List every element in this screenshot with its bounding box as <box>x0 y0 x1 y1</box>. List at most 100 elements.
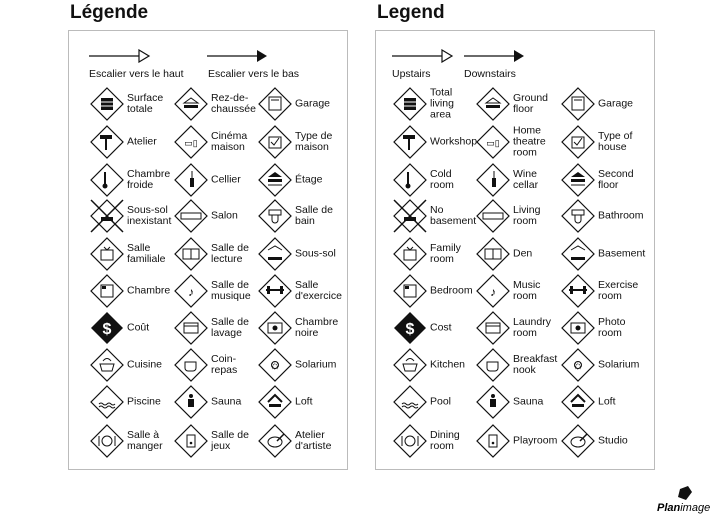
sink-icon <box>258 199 292 233</box>
legend-item-bed: Bedroom <box>392 273 482 309</box>
legend-item-label: Salle de lavage <box>211 316 249 339</box>
legend-item-dumbbell: Salle d'exercice <box>257 273 347 309</box>
legend-item-label: Coût <box>127 321 150 334</box>
legend-item-total-area: Total living area <box>392 86 482 122</box>
legend-item-laundry: Salle de lavage <box>173 310 263 346</box>
home-theatre-icon: ▭▯ <box>174 125 208 159</box>
legend-item-label: Cost <box>430 321 452 334</box>
legend-item-coffee-cup: Coin- repas <box>173 347 263 383</box>
house-type-icon <box>561 125 595 159</box>
legend-item-label: Salle de musique <box>211 279 251 302</box>
plate-icon <box>393 424 427 458</box>
legend-item-label: Workshop <box>430 135 478 148</box>
legend-item-label: Salle à manger <box>127 429 163 452</box>
sun-icon: ☼ <box>561 348 595 382</box>
hammer-icon <box>393 125 427 159</box>
legend-item-label: Chambre <box>127 284 171 297</box>
tv-icon <box>90 237 124 271</box>
legend-item-label: Cuisine <box>127 358 163 371</box>
loft-icon <box>258 385 292 419</box>
legend-item-loft: Loft <box>560 384 650 420</box>
stairs-down-label: Downstairs <box>464 68 516 80</box>
svg-text:☼: ☼ <box>270 358 281 372</box>
thermometer-icon <box>393 163 427 197</box>
legend-item-dumbbell: Exercise room <box>560 273 650 309</box>
sofa-icon <box>476 199 510 233</box>
legend-item-label: Home theatre room <box>513 124 546 159</box>
garage-icon <box>561 87 595 121</box>
legend-item-label: Sauna <box>513 395 544 408</box>
hammer-icon <box>90 125 124 159</box>
home-theatre-icon: ▭▯ <box>476 125 510 159</box>
panel-fr: Escalier vers le haut Escalier vers le b… <box>68 30 348 470</box>
legend-item-label: Chambre froide <box>127 168 171 191</box>
legend-item-house-type: Type of house <box>560 124 650 160</box>
svg-text:♪: ♪ <box>188 285 194 299</box>
basement-icon <box>561 237 595 271</box>
wine-bottle-icon <box>476 163 510 197</box>
legend-item-label: Studio <box>598 434 628 447</box>
basement-icon <box>258 237 292 271</box>
legend-item-label: Solarium <box>598 358 640 371</box>
pool-icon <box>393 385 427 419</box>
svg-text:Planimage: Planimage <box>657 502 710 514</box>
total-area-icon <box>393 87 427 121</box>
legend-item-palette: Studio <box>560 423 650 459</box>
legend-item-coffee-cup: Breakfast nook <box>475 347 565 383</box>
legend-item-label: Wine cellar <box>513 168 539 191</box>
tv-icon <box>393 237 427 271</box>
pool-icon <box>90 385 124 419</box>
dollar-icon: $ <box>394 312 426 344</box>
legend-item-label: Solarium <box>295 358 337 371</box>
legend-item-basement: Sous-sol <box>257 236 347 272</box>
laundry-icon <box>174 311 208 345</box>
legend-item-home-theatre: ▭▯ Cinéma maison <box>173 124 263 160</box>
legend-item-loft: Loft <box>257 384 347 420</box>
legend-item-label: Étage <box>295 173 323 186</box>
legend-item-pool: Piscine <box>89 384 179 420</box>
legend-item-hammer: Atelier <box>89 124 179 160</box>
total-area-icon <box>90 87 124 121</box>
legend-item-label: Playroom <box>513 434 558 447</box>
legend-item-sun: ☼ Solarium <box>257 347 347 383</box>
legend-item-game: Playroom <box>475 423 565 459</box>
legend-item-label: Sauna <box>211 395 242 408</box>
legend-item-ground-floor: Rez-de- chaussée <box>173 86 263 122</box>
legend-item-label: Cold room <box>430 168 454 191</box>
legend-item-label: Coin- repas <box>211 353 238 376</box>
laundry-icon <box>476 311 510 345</box>
legend-item-label: Exercise room <box>598 279 639 302</box>
legend-item-book: Den <box>475 236 565 272</box>
wine-bottle-icon <box>174 163 208 197</box>
second-floor-icon <box>258 163 292 197</box>
svg-text:$: $ <box>406 321 415 338</box>
sofa-icon <box>174 199 208 233</box>
legend-item-label: Salon <box>211 209 238 222</box>
legend-item-label: Pool <box>430 395 452 408</box>
sink-icon <box>561 199 595 233</box>
legend-item-second-floor: Second floor <box>560 162 650 198</box>
loft-icon <box>561 385 595 419</box>
ground-floor-icon <box>174 87 208 121</box>
legend-item-sauna: Sauna <box>173 384 263 420</box>
legend-item-hammer: Workshop <box>392 124 482 160</box>
legend-item-thermometer: Cold room <box>392 162 482 198</box>
no-basement-icon <box>393 199 427 233</box>
plate-icon <box>90 424 124 458</box>
legend-item-photo: Photo room <box>560 310 650 346</box>
legend-item-label: Chambre noire <box>295 316 339 339</box>
legend-item-label: Music room <box>513 279 541 302</box>
legend-item-label: Ground floor <box>513 92 549 115</box>
second-floor-icon <box>561 163 595 197</box>
legend-item-sauna: Sauna <box>475 384 565 420</box>
legend-item-wine-bottle: Cellier <box>173 162 263 198</box>
bed-icon <box>90 274 124 308</box>
legend-item-garage: Garage <box>257 86 347 122</box>
dumbbell-icon <box>258 274 292 308</box>
legend-item-label: Kitchen <box>430 358 466 371</box>
music-note-icon: ♪ <box>476 274 510 308</box>
palette-icon <box>258 424 292 458</box>
legend-item-tv: Family room <box>392 236 482 272</box>
legend-item-label: Garage <box>295 97 331 110</box>
panel-en: Upstairs Downstairs Total living area Gro… <box>375 30 655 470</box>
